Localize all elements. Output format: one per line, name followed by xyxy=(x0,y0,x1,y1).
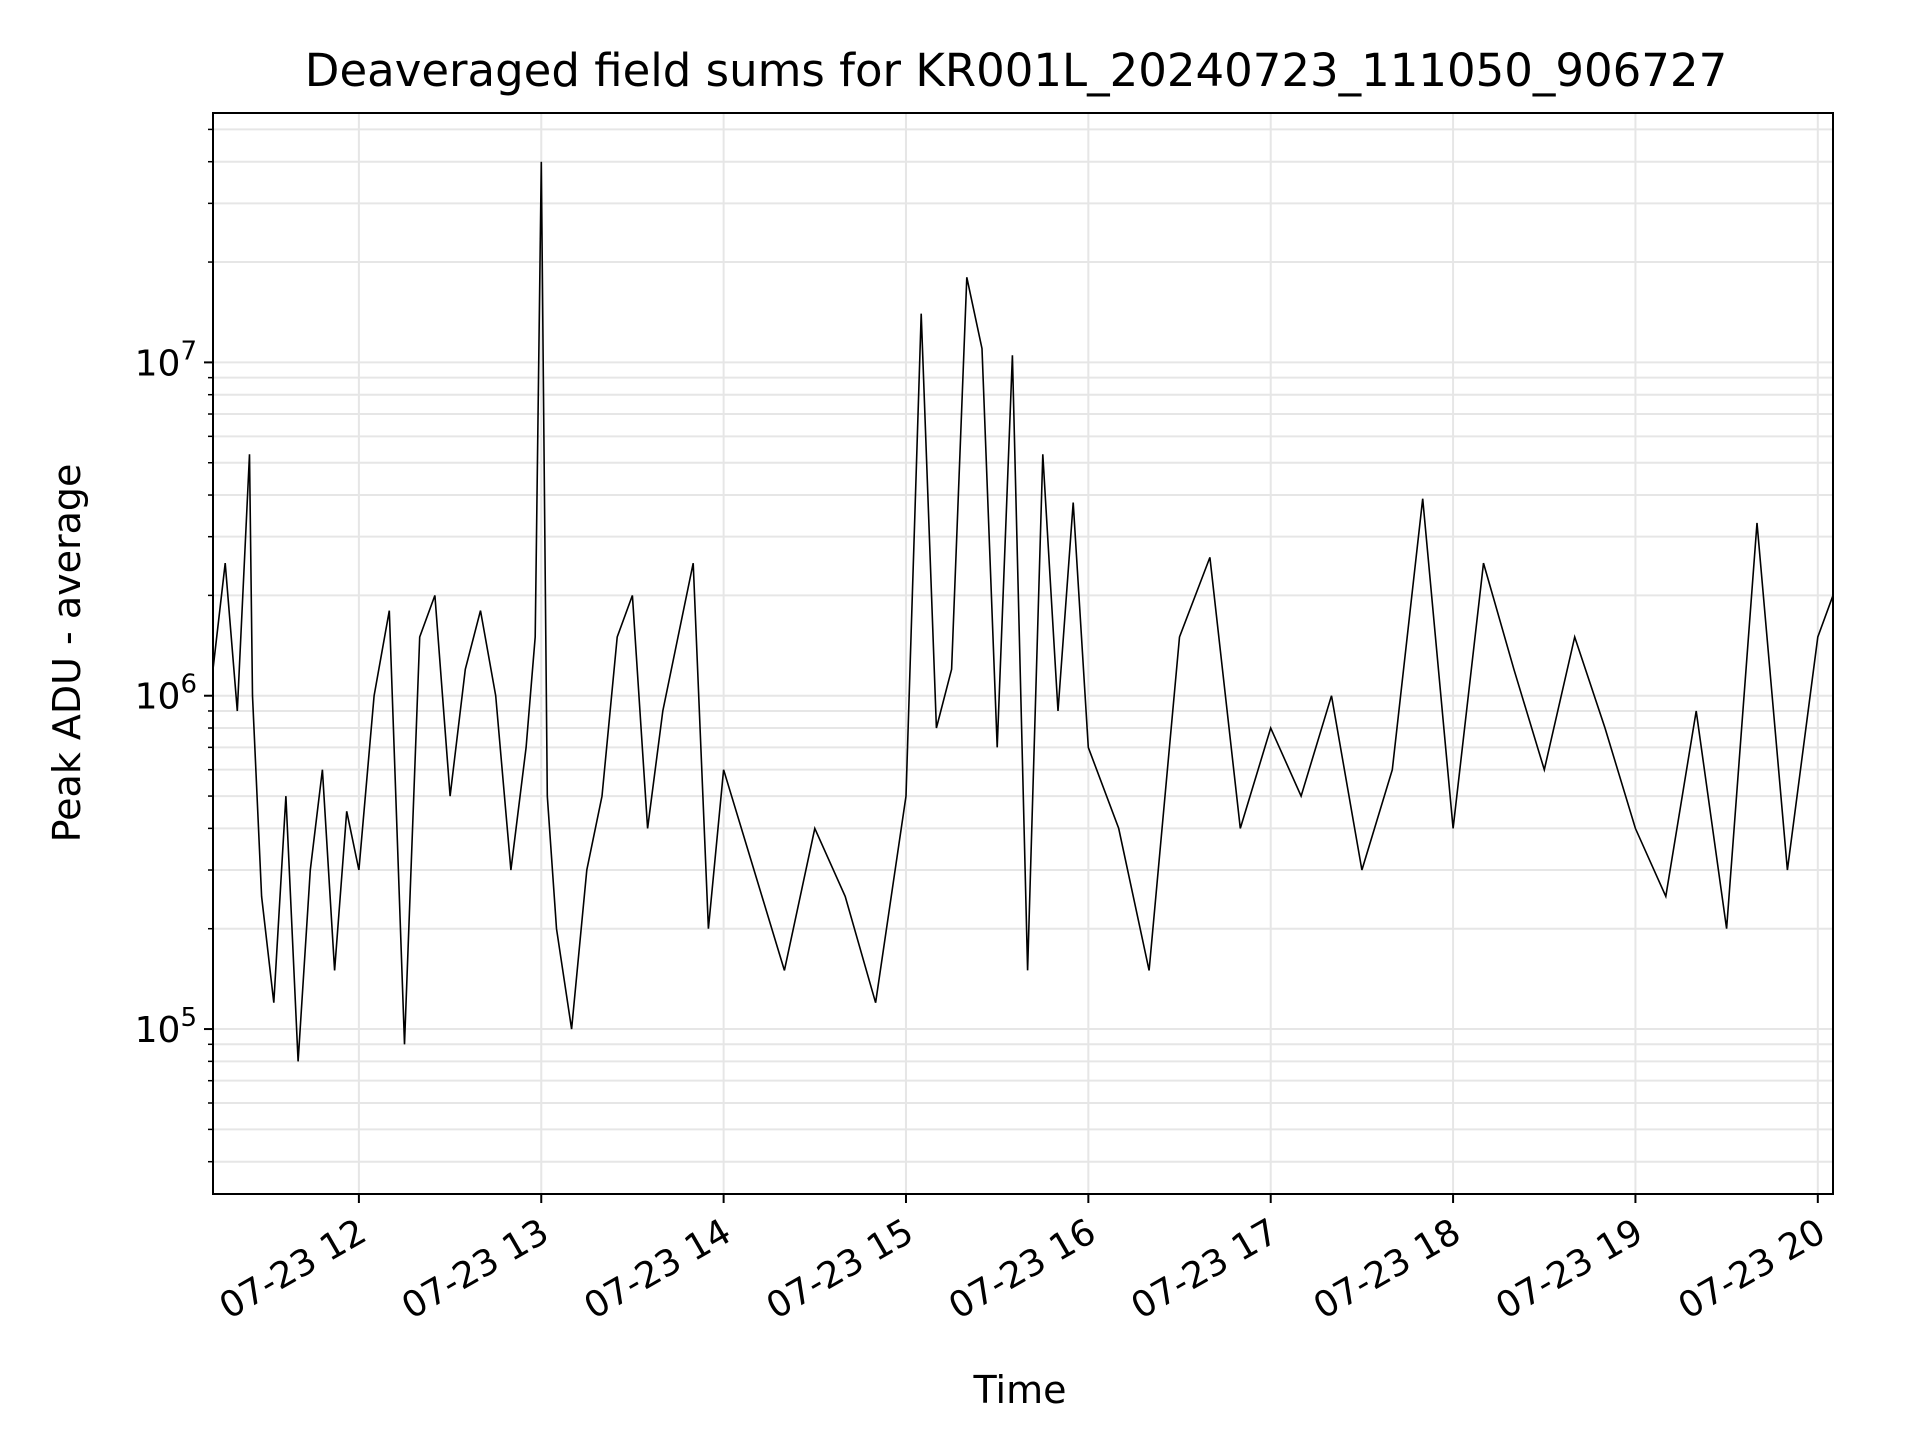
x-axis-label: Time xyxy=(973,1368,1067,1412)
y-tick-label: 106 xyxy=(135,670,197,718)
y-tick-label: 105 xyxy=(135,1003,197,1051)
chart-title: Deaveraged field sums for KR001L_2024072… xyxy=(305,44,1727,97)
series-layer xyxy=(213,161,1833,1062)
y-axis-label: Peak ADU - average xyxy=(45,464,89,843)
data-series-line xyxy=(213,161,1833,1062)
plot-frame xyxy=(212,112,1834,1195)
y-tick-label: 107 xyxy=(135,336,197,384)
